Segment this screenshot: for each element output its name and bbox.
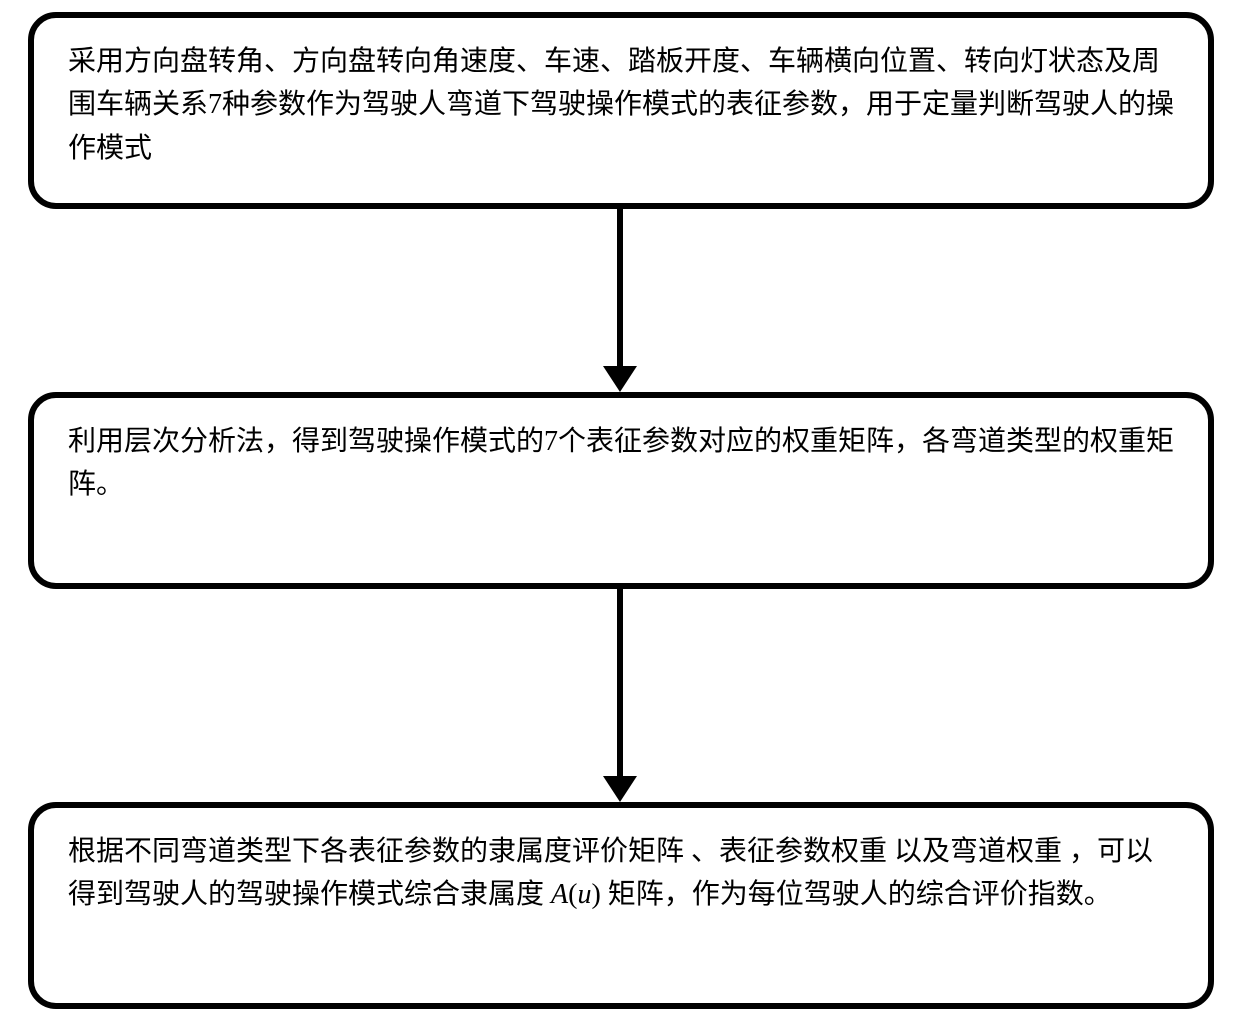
flowchart-node-3: 根据不同弯道类型下各表征参数的隶属度评价矩阵 、表征参数权重 以及弯道权重 ，可… <box>28 802 1214 1009</box>
formula-close-paren: ) <box>591 879 600 910</box>
flowchart-node-3-text-part2: 矩阵，作为每位驾驶人的综合评价指数。 <box>601 879 1112 910</box>
flowchart-canvas: 采用方向盘转角、方向盘转向角速度、车速、踏板开度、车辆横向位置、转向灯状态及周围… <box>0 0 1240 1021</box>
flowchart-arrow-1 <box>600 209 640 392</box>
flowchart-arrow-2 <box>600 589 640 802</box>
flowchart-node-2: 利用层次分析法，得到驾驶操作模式的7个表征参数对应的权重矩阵，各弯道类型的权重矩… <box>28 392 1214 589</box>
flowchart-node-2-text: 利用层次分析法，得到驾驶操作模式的7个表征参数对应的权重矩阵，各弯道类型的权重矩… <box>68 426 1174 500</box>
formula-A: A <box>551 879 568 910</box>
flowchart-node-1-text: 采用方向盘转角、方向盘转向角速度、车速、踏板开度、车辆横向位置、转向灯状态及周围… <box>68 46 1174 164</box>
formula-u: u <box>577 879 591 910</box>
flowchart-node-1: 采用方向盘转角、方向盘转向角速度、车速、踏板开度、车辆横向位置、转向灯状态及周围… <box>28 12 1214 209</box>
